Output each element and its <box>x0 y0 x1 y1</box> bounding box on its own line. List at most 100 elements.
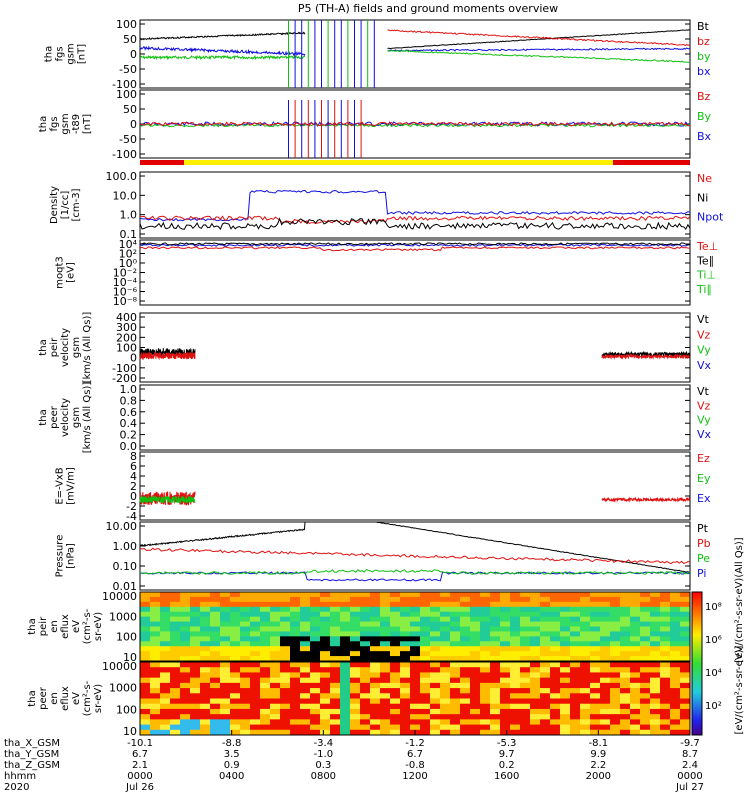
spectrogram-cell <box>510 631 521 637</box>
legend-Ti⊥: Ti⊥ <box>696 269 716 282</box>
y-axis-label: Density[1/cc][cm-3] <box>49 186 82 224</box>
colorbar-tick: 10⁸ <box>705 602 722 613</box>
y-axis-label-line: gsm <box>66 43 77 64</box>
spectrogram-cell <box>240 719 251 726</box>
spectrogram-cell <box>560 667 571 673</box>
spectrogram-cell <box>470 708 481 715</box>
spectrogram-cell <box>600 656 611 662</box>
x-tick-label: 9.9 <box>590 749 606 760</box>
spectrogram-cell <box>680 729 691 736</box>
spectrogram-cell <box>550 616 561 623</box>
spectrogram-cell <box>410 601 421 608</box>
spectrogram-cell <box>400 631 411 637</box>
spectrogram-cell <box>340 606 351 613</box>
spectrogram-cell <box>380 693 391 699</box>
spectrogram-cell <box>490 611 501 618</box>
spectrogram-cell <box>480 724 491 731</box>
spectrogram-cell <box>580 708 591 715</box>
spectrogram-cell <box>570 651 581 657</box>
spectrogram-cell <box>140 672 151 679</box>
spectrogram-cell <box>180 698 191 705</box>
trace-Ni <box>139 217 691 231</box>
y-axis-label-line: tha <box>38 409 49 425</box>
spectrogram-cell <box>240 667 251 673</box>
spectrogram-cell <box>650 606 661 613</box>
spectrogram-cell <box>420 651 431 657</box>
legend-Vy: Vy <box>697 414 711 427</box>
spectrogram-cell <box>170 631 181 637</box>
spectrogram-cell <box>600 636 611 642</box>
spectrogram-cell <box>470 667 481 673</box>
spectrogram-cell <box>580 698 591 705</box>
spectrogram-cell <box>600 719 611 726</box>
spectrogram-cell <box>670 667 681 673</box>
spectrogram-cell <box>230 631 241 637</box>
spectrogram-cell <box>250 651 261 657</box>
legend-Vx: Vx <box>697 428 712 441</box>
y-tick-label: 100 <box>116 18 137 31</box>
spectrogram-cell <box>190 708 201 715</box>
y-axis-label-line: [nPa] <box>66 543 77 569</box>
spectrogram-cell <box>620 667 631 673</box>
spectrogram-cell <box>180 621 191 627</box>
spectrogram-cell <box>660 677 671 684</box>
spectrogram-cell <box>350 719 361 726</box>
spectrogram-cell <box>190 693 201 699</box>
spectrogram-cell <box>560 714 571 720</box>
spectrogram-cell <box>360 703 371 710</box>
y-tick-label: 0.6 <box>120 406 138 419</box>
spectrogram-cell <box>390 601 401 608</box>
spectrogram-cell <box>340 641 351 647</box>
spectrogram-cell <box>610 714 621 720</box>
spectrogram-cell <box>380 662 391 668</box>
spectrogram-cell <box>660 656 671 662</box>
y-axis-label-line: tha <box>44 46 55 62</box>
spectrogram-cell <box>610 596 621 603</box>
spectrogram-cell <box>430 714 441 720</box>
y-tick-label: 0.8 <box>120 394 138 407</box>
spectrogram-cell <box>420 596 431 603</box>
spectrogram-cell <box>560 636 571 642</box>
spectrogram-cell <box>670 703 681 710</box>
spectrogram-cell <box>440 667 451 673</box>
spectrogram-cell <box>530 616 541 623</box>
y-axis-label-line: eV <box>71 620 82 633</box>
y-axis-label-line: tha <box>27 618 38 634</box>
trace-Pe <box>139 568 691 575</box>
spectrogram-cell <box>250 708 261 715</box>
spectrogram-cell <box>360 641 371 647</box>
spectrogram-cell <box>670 596 681 603</box>
spectrogram-cell <box>570 641 581 647</box>
spectrogram-cell <box>540 688 551 694</box>
spectrogram-cell <box>600 641 611 647</box>
spectrogram-cell <box>670 631 681 637</box>
spectrogram-cell <box>450 596 461 603</box>
spectrogram-cell <box>580 677 591 684</box>
spectrogram-cell <box>160 596 171 603</box>
spectrogram-cell <box>210 641 221 647</box>
spectrogram-cell <box>570 592 581 598</box>
spectrogram-cell <box>520 714 531 720</box>
spectrogram-cell <box>510 708 521 715</box>
spectrogram-cell <box>650 596 661 603</box>
spectrogram-cell <box>620 606 631 613</box>
region-bar-red <box>140 160 184 165</box>
spectrogram-cell <box>140 651 151 657</box>
spectrogram-cell <box>200 662 211 668</box>
spectrogram-cell <box>590 667 601 673</box>
legend-Pb: Pb <box>697 537 711 550</box>
spectrogram-cell <box>220 592 231 598</box>
spectrogram-cell <box>200 651 211 657</box>
spectrogram-cell <box>210 611 221 618</box>
spectrogram-cell <box>380 606 391 613</box>
spectrogram-cell <box>630 651 641 657</box>
spectrogram-cell <box>430 611 441 618</box>
spectrogram-cell <box>650 667 661 673</box>
spectrogram-cell <box>430 641 441 647</box>
y-axis-label-line: [mV/m] <box>66 467 77 505</box>
y-axis-label-line: peer <box>38 686 49 710</box>
spectrogram-cell <box>460 662 471 668</box>
spectrogram-cell <box>610 611 621 618</box>
spectrogram-cell <box>440 693 451 699</box>
spectrogram-cell <box>170 688 181 694</box>
